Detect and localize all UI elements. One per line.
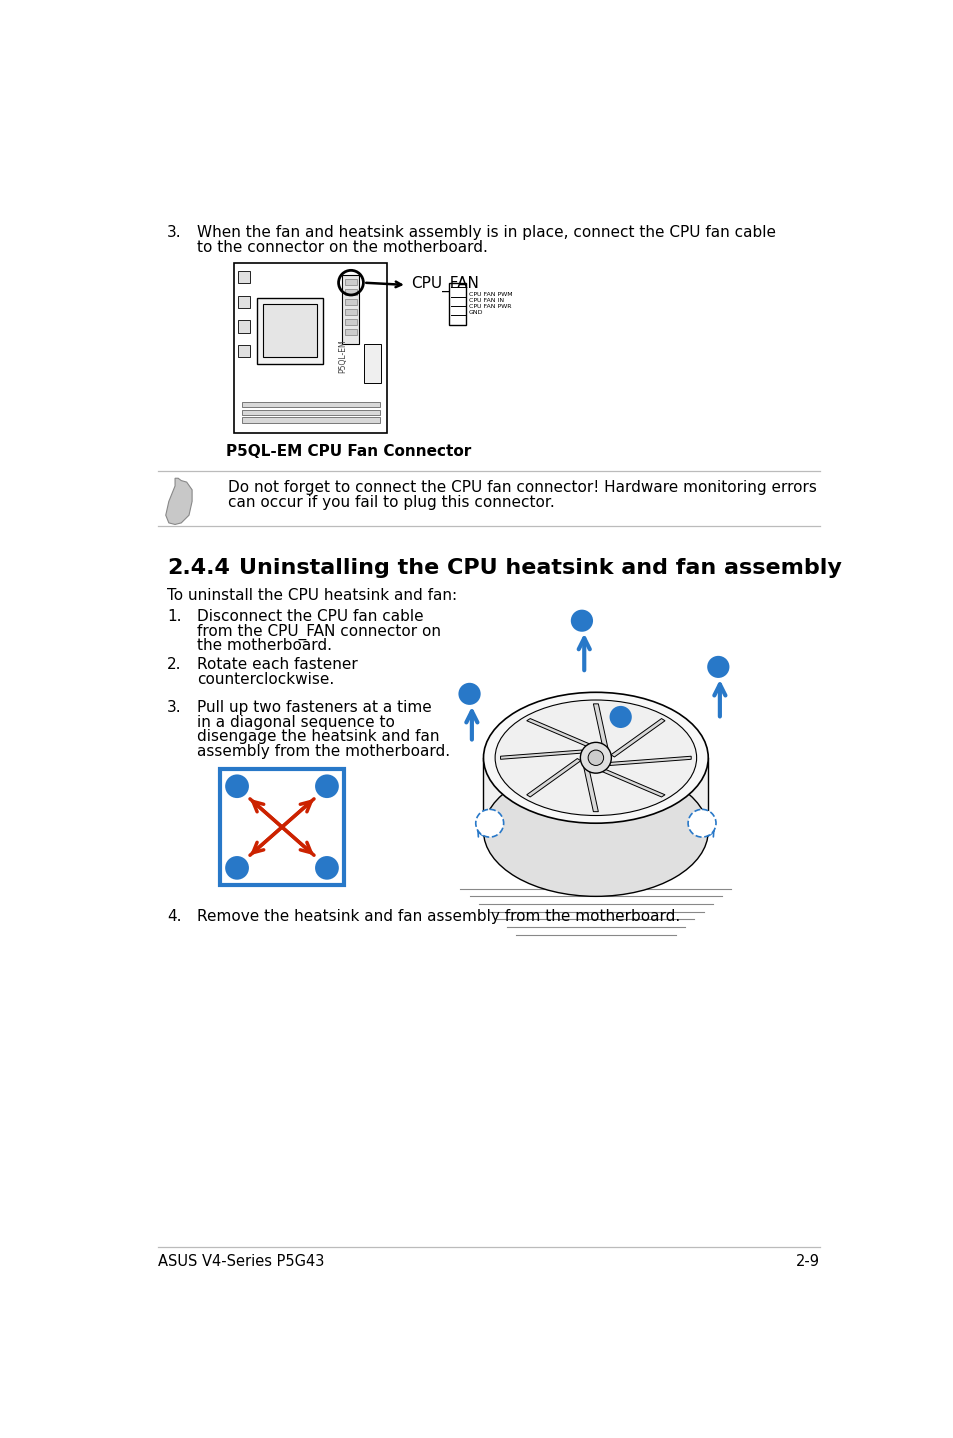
FancyBboxPatch shape — [241, 403, 379, 407]
Text: 2.4.4: 2.4.4 — [167, 558, 230, 578]
FancyBboxPatch shape — [237, 296, 250, 308]
Text: 3.: 3. — [167, 224, 182, 240]
Polygon shape — [483, 758, 707, 831]
Text: CPU_FAN: CPU_FAN — [410, 276, 478, 292]
FancyBboxPatch shape — [344, 299, 356, 305]
Polygon shape — [526, 719, 594, 748]
Text: A: A — [616, 710, 625, 723]
FancyBboxPatch shape — [344, 329, 356, 335]
Ellipse shape — [483, 692, 707, 823]
Text: A: A — [322, 861, 332, 874]
Text: Remove the heatsink and fan assembly from the motherboard.: Remove the heatsink and fan assembly fro… — [196, 909, 679, 925]
Text: 1.: 1. — [167, 610, 182, 624]
Text: Rotate each fastener: Rotate each fastener — [196, 657, 357, 672]
Text: Uninstalling the CPU heatsink and fan assembly: Uninstalling the CPU heatsink and fan as… — [239, 558, 841, 578]
Polygon shape — [597, 768, 664, 797]
Circle shape — [687, 810, 716, 837]
Polygon shape — [583, 766, 598, 811]
Circle shape — [610, 707, 630, 728]
Polygon shape — [610, 719, 664, 756]
Circle shape — [707, 657, 728, 677]
Ellipse shape — [495, 700, 696, 815]
FancyBboxPatch shape — [344, 309, 356, 315]
Polygon shape — [526, 758, 580, 797]
Text: 2.: 2. — [167, 657, 182, 672]
Polygon shape — [500, 751, 581, 759]
Text: in a diagonal sequence to: in a diagonal sequence to — [196, 715, 395, 729]
Polygon shape — [593, 703, 607, 749]
Text: B: B — [464, 687, 474, 700]
FancyBboxPatch shape — [233, 263, 387, 433]
FancyBboxPatch shape — [449, 283, 466, 325]
Text: P5QL-EM CPU Fan Connector: P5QL-EM CPU Fan Connector — [226, 443, 471, 459]
Text: 3.: 3. — [167, 700, 182, 715]
Text: Pull up two fasteners at a time: Pull up two fasteners at a time — [196, 700, 431, 715]
FancyBboxPatch shape — [344, 319, 356, 325]
Text: ASUS V4-Series P5G43: ASUS V4-Series P5G43 — [158, 1254, 324, 1270]
FancyBboxPatch shape — [257, 298, 323, 364]
Text: A: A — [232, 779, 242, 792]
Polygon shape — [166, 479, 192, 525]
Text: To uninstall the CPU heatsink and fan:: To uninstall the CPU heatsink and fan: — [167, 588, 456, 603]
FancyBboxPatch shape — [241, 410, 379, 416]
Text: Do not forget to connect the CPU fan connector! Hardware monitoring errors: Do not forget to connect the CPU fan con… — [228, 480, 816, 495]
FancyBboxPatch shape — [342, 275, 359, 344]
FancyBboxPatch shape — [237, 345, 250, 358]
Circle shape — [226, 857, 248, 879]
Text: counterclockwise.: counterclockwise. — [196, 672, 334, 686]
Text: the motherboard.: the motherboard. — [196, 638, 332, 653]
Circle shape — [476, 810, 503, 837]
Circle shape — [315, 775, 337, 797]
Text: 2-9: 2-9 — [795, 1254, 819, 1270]
Text: CPU FAN PWM
CPU FAN IN
CPU FAN PWR
GND: CPU FAN PWM CPU FAN IN CPU FAN PWR GND — [468, 292, 512, 315]
Text: B: B — [322, 779, 332, 792]
Text: B: B — [233, 861, 241, 874]
FancyBboxPatch shape — [237, 272, 250, 283]
Circle shape — [226, 775, 248, 797]
Text: A: A — [577, 614, 586, 627]
FancyBboxPatch shape — [263, 305, 316, 358]
Text: 4.: 4. — [167, 909, 182, 925]
Circle shape — [579, 742, 611, 774]
Text: B: B — [713, 660, 722, 673]
Text: P5QL-EM: P5QL-EM — [337, 339, 347, 372]
Circle shape — [571, 611, 592, 631]
FancyBboxPatch shape — [364, 344, 381, 383]
Polygon shape — [609, 756, 691, 765]
Circle shape — [587, 751, 603, 765]
Circle shape — [459, 684, 479, 703]
Text: assembly from the motherboard.: assembly from the motherboard. — [196, 743, 450, 759]
Text: to the connector on the motherboard.: to the connector on the motherboard. — [196, 240, 487, 256]
Text: disengage the heatsink and fan: disengage the heatsink and fan — [196, 729, 438, 745]
FancyBboxPatch shape — [344, 289, 356, 295]
FancyBboxPatch shape — [241, 417, 379, 423]
FancyBboxPatch shape — [344, 279, 356, 285]
Text: from the CPU_FAN connector on: from the CPU_FAN connector on — [196, 624, 440, 640]
FancyBboxPatch shape — [237, 321, 250, 332]
Text: Disconnect the CPU fan cable: Disconnect the CPU fan cable — [196, 610, 423, 624]
Text: can occur if you fail to plug this connector.: can occur if you fail to plug this conne… — [228, 495, 554, 510]
Text: When the fan and heatsink assembly is in place, connect the CPU fan cable: When the fan and heatsink assembly is in… — [196, 224, 775, 240]
Circle shape — [315, 857, 337, 879]
FancyBboxPatch shape — [220, 769, 344, 884]
Ellipse shape — [483, 765, 707, 896]
